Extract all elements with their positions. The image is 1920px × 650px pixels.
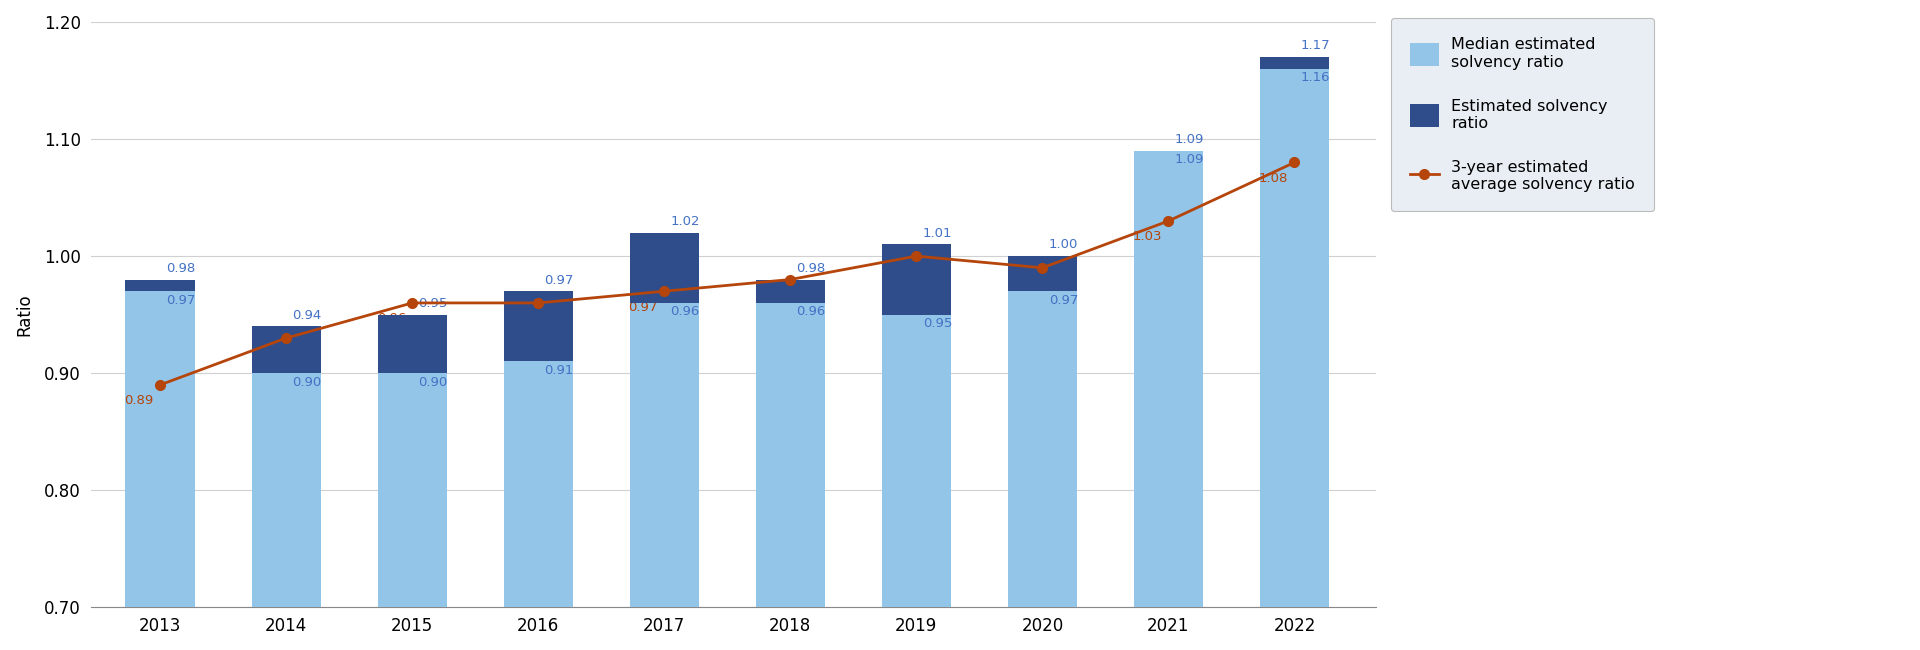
Text: 0.96: 0.96 (797, 306, 826, 318)
Bar (252, 326, 321, 373)
Bar (125, 280, 194, 607)
Bar (1133, 151, 1204, 607)
Text: 0.96: 0.96 (670, 306, 699, 318)
Bar (756, 280, 826, 303)
Text: 1.16: 1.16 (1300, 71, 1331, 84)
Text: 1.03: 1.03 (1133, 230, 1162, 243)
Text: 0.95: 0.95 (419, 297, 447, 310)
Text: 0.97: 0.97 (1048, 294, 1077, 307)
Text: 0.98: 0.98 (167, 262, 196, 275)
Text: 0.97: 0.97 (167, 294, 196, 307)
Text: 0.98: 0.98 (797, 262, 826, 275)
Bar (252, 326, 321, 607)
Text: 0.95: 0.95 (924, 317, 952, 330)
Text: 1.17: 1.17 (1300, 40, 1331, 53)
Text: 0.90: 0.90 (292, 376, 323, 389)
Bar (378, 315, 447, 607)
Text: 0.96: 0.96 (376, 312, 405, 325)
Text: 1.01: 1.01 (924, 227, 952, 240)
Text: 0.94: 0.94 (292, 309, 323, 322)
Text: 0.99: 0.99 (1006, 277, 1037, 290)
Y-axis label: Ratio: Ratio (15, 293, 33, 336)
Bar (1008, 256, 1077, 607)
Bar (1260, 57, 1329, 607)
Bar (1260, 57, 1329, 69)
Bar (125, 280, 194, 291)
Text: 1.00: 1.00 (1048, 239, 1077, 252)
Bar (503, 291, 572, 607)
Bar (881, 244, 950, 315)
Text: 1.09: 1.09 (1175, 133, 1204, 146)
Bar (881, 244, 950, 607)
Bar (630, 233, 699, 303)
Text: 0.98: 0.98 (755, 289, 783, 302)
Text: 0.97: 0.97 (628, 300, 659, 313)
Text: 1.02: 1.02 (670, 215, 701, 228)
Bar (1008, 256, 1077, 291)
Text: 0.97: 0.97 (545, 274, 574, 287)
Text: 0.90: 0.90 (419, 376, 447, 389)
Text: 0.91: 0.91 (545, 364, 574, 377)
Text: 0.89: 0.89 (125, 395, 154, 408)
Text: 0.93: 0.93 (250, 347, 280, 360)
Text: 0.96: 0.96 (503, 312, 532, 325)
Bar (503, 291, 572, 361)
Bar (378, 315, 447, 373)
Text: 1.09: 1.09 (1175, 153, 1204, 166)
Legend: Median estimated
solvency ratio, Estimated solvency
ratio, 3-year estimated
aver: Median estimated solvency ratio, Estimat… (1390, 18, 1655, 211)
Text: 1.00: 1.00 (881, 265, 910, 278)
Text: 1.08: 1.08 (1260, 172, 1288, 185)
Bar (630, 233, 699, 607)
Bar (756, 280, 826, 607)
